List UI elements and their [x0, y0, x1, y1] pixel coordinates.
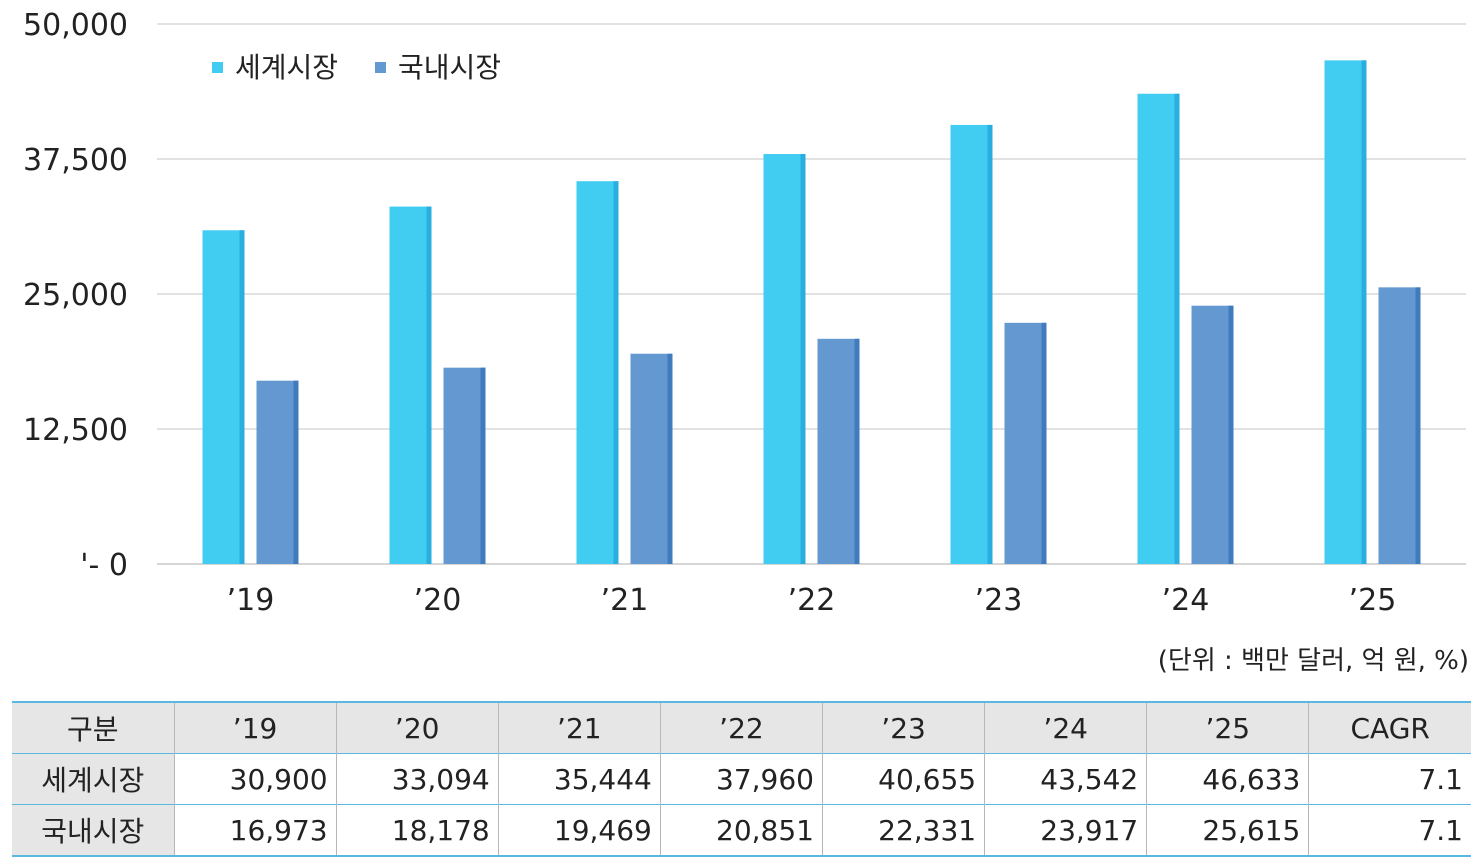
- table-cell: 16,973: [174, 804, 337, 856]
- y-tick-label: 12,500: [23, 413, 128, 448]
- x-tick-label: ’23: [975, 583, 1023, 618]
- x-tick-label: ’20: [414, 583, 462, 618]
- bar-world: [1324, 60, 1367, 565]
- table-header-cell: ’19: [174, 702, 337, 754]
- table-header-cell: 구분: [12, 702, 175, 754]
- table-row: 국내시장 16,973 18,178 19,469 20,851 22,331 …: [12, 804, 1471, 856]
- data-table: 구분 ’19 ’20 ’21 ’22 ’23 ’24 ’25 CAGR 세계시장…: [12, 701, 1471, 857]
- bar-domestic: [256, 380, 299, 564]
- table-header-cell: ’23: [822, 702, 986, 754]
- table-cell: 23,917: [984, 804, 1148, 856]
- table-cell: 22,331: [822, 804, 986, 856]
- bar-world: [389, 206, 432, 565]
- bar-shade: [667, 353, 673, 564]
- table-header-cell: CAGR: [1350, 711, 1430, 745]
- y-tick-label: '- 0: [80, 548, 128, 583]
- table-cell: 19,469: [498, 804, 661, 856]
- bar-world: [950, 124, 993, 565]
- table-cell: 35,444: [498, 753, 661, 805]
- bar-world: [202, 230, 245, 564]
- y-tick-label: 25,000: [23, 278, 128, 313]
- bar-shade: [1041, 322, 1047, 564]
- bar-shade: [613, 181, 619, 564]
- bar-world: [1137, 93, 1180, 564]
- bar-shade: [239, 230, 245, 564]
- table-cell: 7.1: [1418, 762, 1463, 796]
- table-cell: 33,094: [336, 753, 499, 805]
- x-tick-label: ’22: [788, 583, 836, 618]
- bar-domestic: [1004, 322, 1047, 564]
- bar-shade: [293, 380, 299, 564]
- bar-shade: [854, 338, 860, 564]
- bar-shade: [1228, 305, 1234, 564]
- table-header-row: 구분 ’19 ’20 ’21 ’22 ’23 ’24 ’25 CAGR: [12, 702, 1471, 754]
- bar-shade: [1415, 287, 1421, 564]
- unit-note: (단위 : 백만 달러, 억 원, %): [1157, 646, 1469, 676]
- legend-swatch: [375, 62, 386, 73]
- legend-swatch: [212, 62, 223, 73]
- y-tick-label: 37,500: [23, 143, 128, 178]
- table-cell: 7.1: [1418, 813, 1463, 847]
- legend-label: 세계시장: [235, 51, 338, 84]
- bar-shade: [1174, 93, 1180, 564]
- x-tick-label: ’25: [1349, 583, 1397, 618]
- bar-shade: [426, 206, 432, 565]
- table-cell: 46,633: [1146, 753, 1310, 805]
- table-header-cell: ’21: [498, 702, 661, 754]
- table-header-cell: ’20: [336, 702, 499, 754]
- table-cell: 43,542: [984, 753, 1148, 805]
- table-cell: 25,615: [1146, 804, 1310, 856]
- table-header-cell: ’22: [660, 702, 824, 754]
- table-row: 세계시장 30,900 33,094 35,444 37,960 40,655 …: [12, 753, 1471, 805]
- bar-domestic: [1191, 305, 1234, 564]
- table-header-cell: ’25: [1146, 702, 1310, 754]
- x-tick-label: ’21: [601, 583, 649, 618]
- x-tick-label: ’19: [227, 583, 275, 618]
- bar-domestic: [817, 338, 860, 564]
- bar-shade: [480, 367, 486, 564]
- table-cell: 18,178: [336, 804, 499, 856]
- bar-shade: [1361, 60, 1367, 565]
- bar-world: [576, 181, 619, 564]
- table-cell: 30,900: [174, 753, 337, 805]
- legend-label: 국내시장: [398, 51, 501, 84]
- x-tick-label: ’24: [1162, 583, 1210, 618]
- y-tick-label: 50,000: [23, 8, 128, 43]
- table-row-label: 세계시장: [12, 753, 175, 805]
- bar-domestic: [630, 353, 673, 564]
- table-row-label: 국내시장: [12, 804, 175, 856]
- table-cell: 40,655: [822, 753, 986, 805]
- bar-shade: [800, 154, 806, 565]
- bar-shade: [987, 124, 993, 565]
- bar-domestic: [1378, 287, 1421, 564]
- bar-domestic: [443, 367, 486, 564]
- bar-chart: '- 0 12,500 25,000 37,500 50,000 ’19 ’20 ’21 ’22…: [23, 8, 1466, 618]
- table-cell: 37,960: [660, 753, 824, 805]
- bar-world: [763, 154, 806, 565]
- table-header-cell: ’24: [984, 702, 1148, 754]
- table-cell: 20,851: [660, 804, 824, 856]
